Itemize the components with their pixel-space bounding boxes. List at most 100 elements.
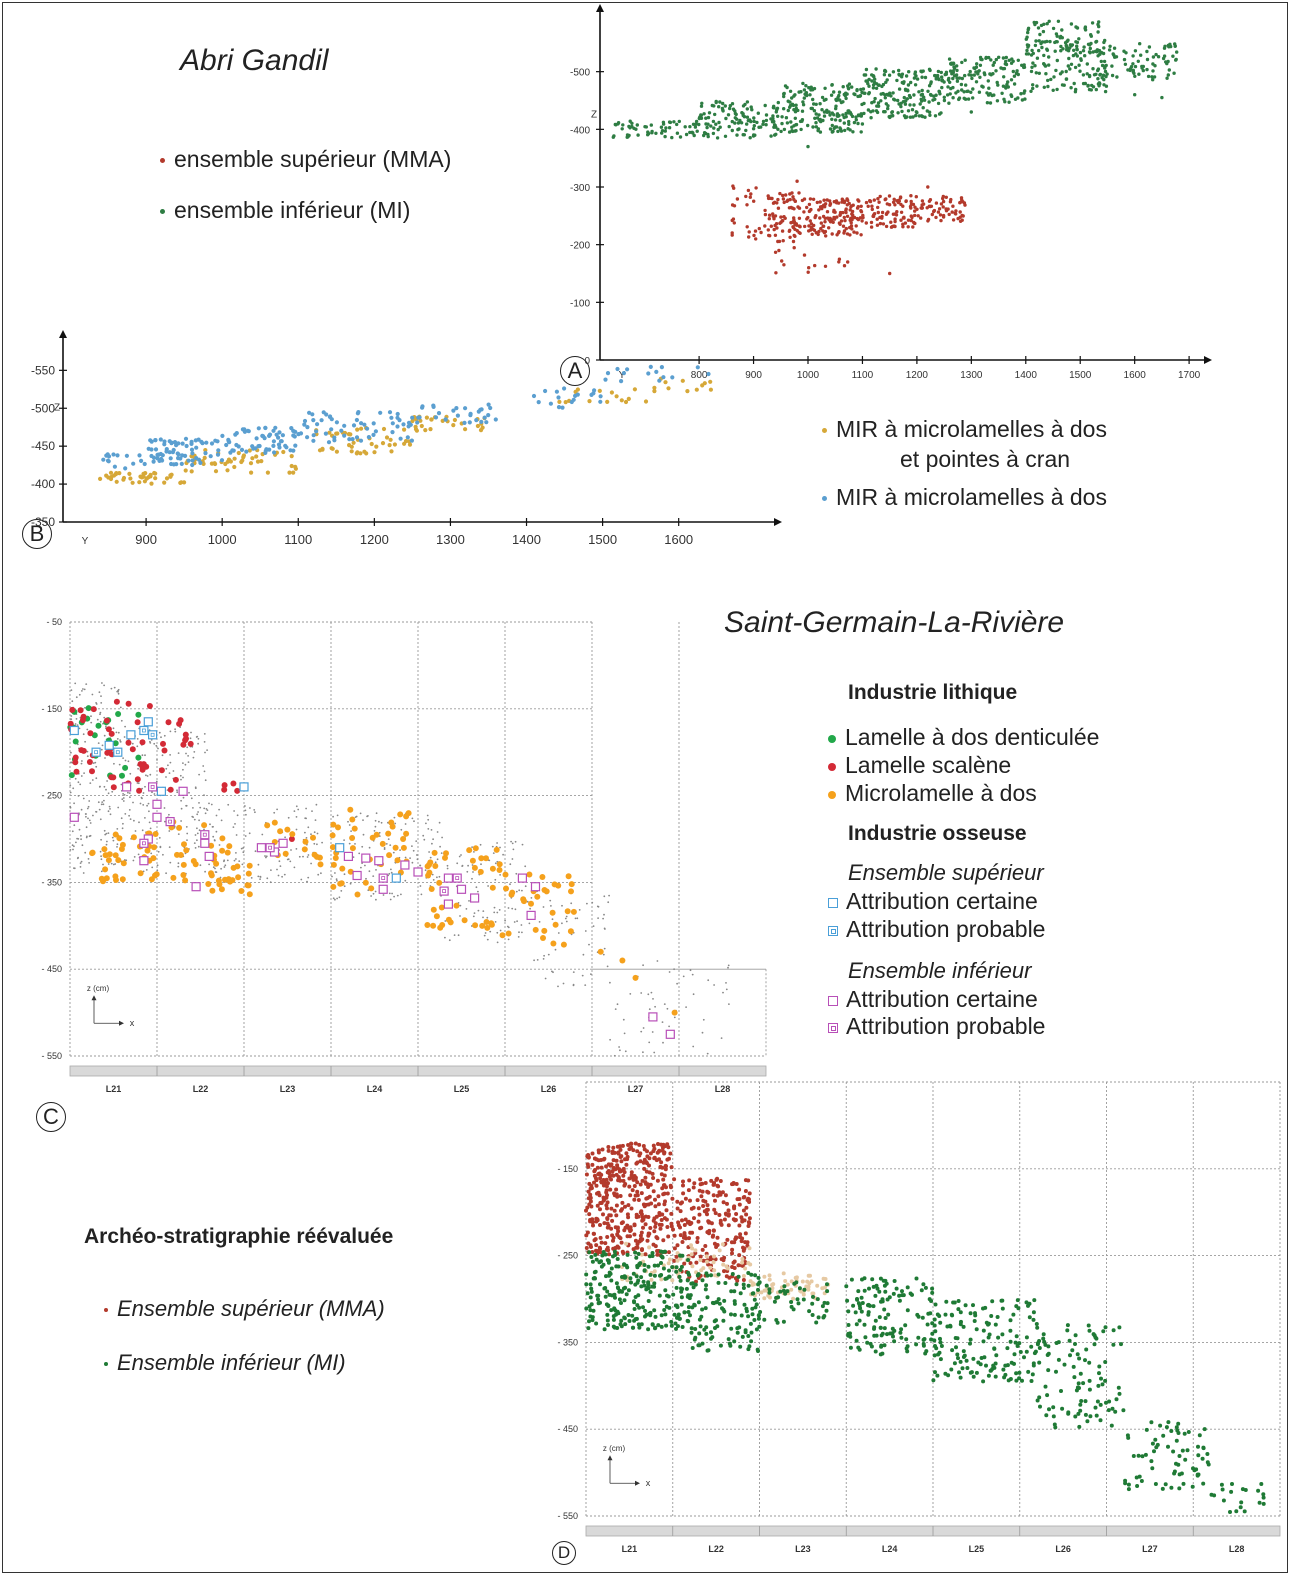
data-point [99, 850, 102, 853]
data-point [737, 1202, 742, 1207]
data-point [374, 890, 377, 893]
data-point [711, 1260, 716, 1265]
y-tick-label: - 450 [41, 964, 62, 974]
data-point [919, 97, 923, 102]
data-point [164, 476, 170, 481]
data-point [960, 88, 964, 92]
data-point [257, 875, 260, 878]
data-point [614, 394, 619, 399]
data-point [772, 227, 776, 232]
data-point [914, 1342, 919, 1347]
data-point [743, 1240, 748, 1245]
data-point [679, 1286, 683, 1291]
data-point [882, 1326, 887, 1331]
data-point [673, 1016, 676, 1019]
data-point [604, 1302, 609, 1307]
data-point [1186, 1430, 1191, 1434]
category-label: L27 [1142, 1544, 1158, 1554]
data-point [955, 68, 959, 73]
data-point [647, 1311, 652, 1316]
data-point [125, 700, 132, 707]
data-point [618, 1155, 623, 1159]
data-point [645, 1238, 650, 1243]
data-point [561, 922, 563, 925]
data-point [1175, 50, 1179, 54]
data-point [820, 95, 825, 100]
data-point [206, 749, 209, 751]
data-point [704, 1331, 709, 1336]
data-point [773, 200, 777, 204]
data-point [134, 719, 141, 726]
data-point [722, 1217, 727, 1222]
data-point [102, 852, 109, 859]
data-point [1053, 49, 1057, 53]
data-point [111, 790, 114, 793]
data-point [903, 1323, 908, 1328]
data-point [452, 417, 457, 423]
data-point [840, 197, 844, 201]
data-point [1036, 26, 1041, 30]
legend-c-blue-square-probable-marker [828, 925, 838, 936]
data-point [672, 1177, 677, 1182]
data-point [457, 934, 460, 937]
data-point [236, 450, 241, 456]
data-point [169, 730, 172, 733]
data-point [142, 461, 147, 467]
data-point [809, 207, 813, 212]
data-point [1000, 1306, 1005, 1311]
legend-c-green-marker [828, 734, 836, 743]
data-point [1108, 44, 1112, 48]
data-point [968, 1337, 973, 1342]
data-point [1097, 1371, 1101, 1376]
data-point [812, 102, 816, 106]
data-point [787, 229, 791, 233]
data-point [597, 388, 602, 393]
data-point [1103, 38, 1107, 43]
data-point [633, 1238, 638, 1243]
data-point [913, 209, 917, 213]
data-point [156, 869, 159, 872]
data-point [841, 113, 845, 117]
data-point [178, 456, 183, 461]
data-point [807, 229, 811, 233]
data-point [289, 463, 294, 469]
data-point [763, 208, 767, 213]
data-point [756, 1287, 760, 1292]
data-point [955, 79, 960, 83]
data-point [404, 856, 407, 859]
data-point [613, 1054, 616, 1057]
data-point [812, 223, 816, 228]
data-point [876, 197, 880, 201]
data-point [648, 1290, 653, 1294]
data-point [867, 1286, 871, 1291]
data-point [928, 113, 932, 118]
data-point [831, 129, 835, 134]
data-point [792, 218, 796, 222]
data-point [1072, 48, 1076, 52]
data-point [436, 858, 439, 861]
data-point [650, 129, 654, 134]
data-point [699, 1194, 704, 1199]
data-point [176, 824, 183, 831]
data-point [1054, 32, 1059, 36]
data-point [137, 767, 140, 770]
data-point [110, 862, 113, 865]
data-point [87, 805, 90, 808]
data-point [941, 215, 946, 219]
data-point [1040, 45, 1044, 50]
data-point [836, 129, 840, 134]
data-point [709, 1273, 713, 1278]
data-point [971, 1374, 976, 1379]
data-point [700, 1247, 705, 1252]
data-point [693, 1327, 698, 1331]
legend-b-label: MIR à microlamelles à dos [836, 484, 1107, 510]
data-point [551, 881, 558, 888]
data-point [972, 1319, 977, 1323]
data-point [707, 979, 710, 982]
data-point [202, 455, 207, 460]
data-point-square [113, 747, 123, 757]
data-point [1007, 100, 1011, 104]
data-point [888, 271, 892, 276]
data-point [752, 119, 756, 124]
data-point [1069, 22, 1074, 26]
